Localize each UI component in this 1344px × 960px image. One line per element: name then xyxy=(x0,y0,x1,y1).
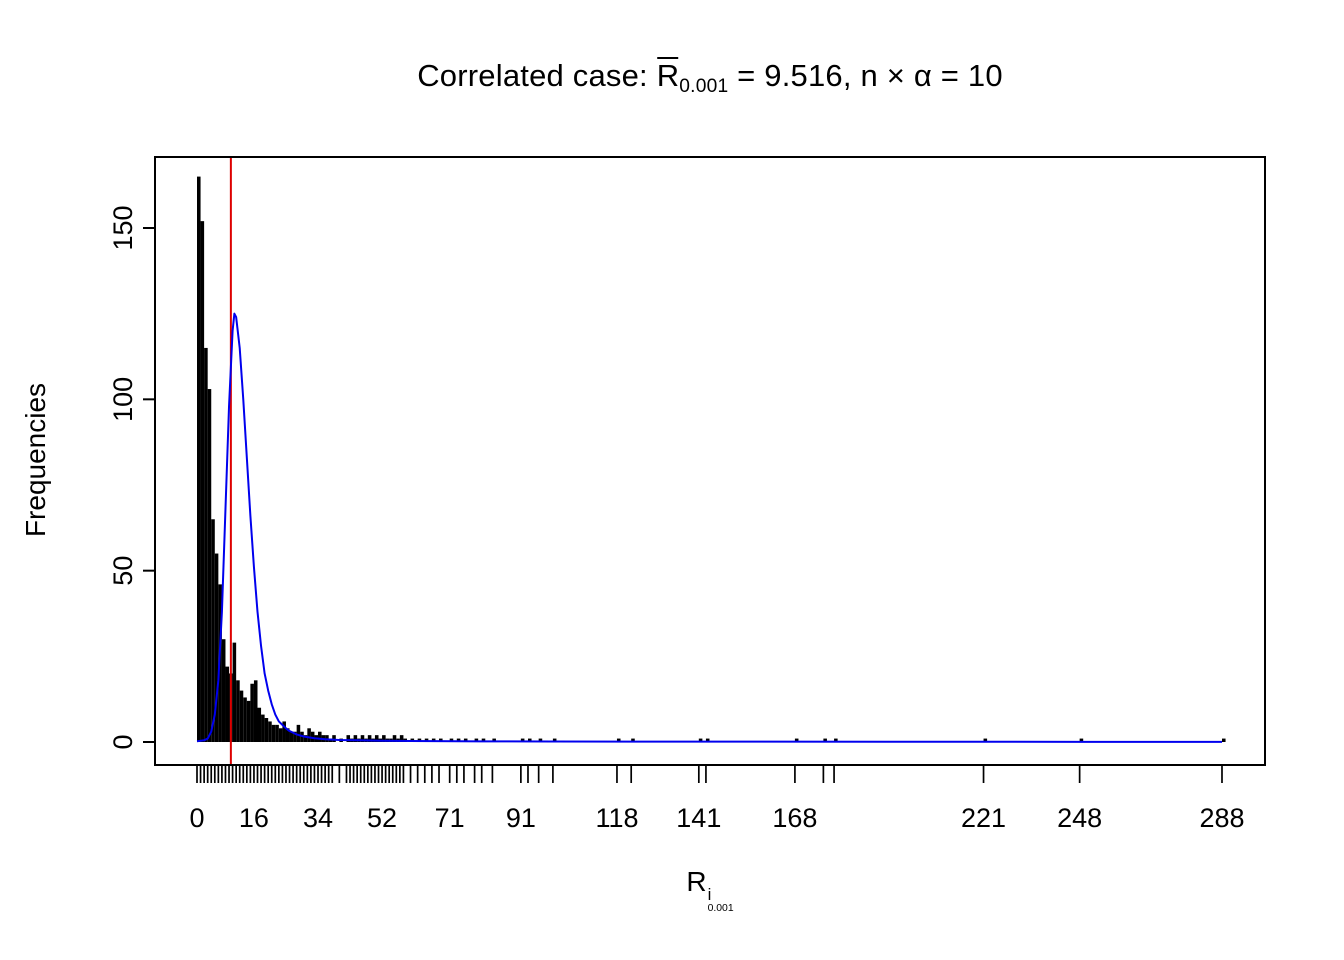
histogram-bar xyxy=(236,680,240,742)
x-tick-label: 34 xyxy=(303,803,333,833)
x-tick-label: 288 xyxy=(1199,803,1244,833)
density-curve xyxy=(196,312,1222,743)
histogram-outlier-bar xyxy=(552,738,557,742)
y-tick-label: 100 xyxy=(108,377,138,422)
x-tick-label: 16 xyxy=(239,803,269,833)
histogram-bar xyxy=(200,221,205,742)
x-tick-label: 221 xyxy=(961,803,1006,833)
histogram-outlier-bar xyxy=(616,738,621,742)
histogram-bar xyxy=(289,731,294,742)
histogram-bar xyxy=(253,680,258,742)
histogram-outlier-bar xyxy=(631,738,635,742)
histogram-bar xyxy=(303,735,308,742)
histogram-bar xyxy=(268,721,272,742)
histogram-bar xyxy=(353,735,358,742)
x-tick-label: 168 xyxy=(772,803,817,833)
x-label-base: R xyxy=(686,866,707,897)
histogram-bar xyxy=(204,347,208,742)
plot-box xyxy=(154,156,1266,766)
histogram-bar xyxy=(399,735,404,742)
histogram-outlier-bar xyxy=(538,738,543,742)
x-tick-label: 91 xyxy=(506,803,536,833)
histogram-bar xyxy=(332,735,336,742)
histogram-outlier-bar xyxy=(983,738,988,742)
histogram-outlier-bar xyxy=(1079,738,1084,742)
histogram-outlier-bar xyxy=(492,738,496,742)
histogram-bar xyxy=(243,697,247,742)
x-tick-label: 71 xyxy=(435,803,465,833)
histogram-outlier-bar xyxy=(481,738,486,742)
histogram-bar xyxy=(271,724,276,742)
x-tick-label: 118 xyxy=(595,803,638,833)
histogram-bar xyxy=(225,666,230,742)
title-prefix: Correlated case: xyxy=(417,58,657,93)
y-tick-label: 50 xyxy=(108,556,138,586)
histogram-bar xyxy=(392,735,397,742)
histogram-bar xyxy=(197,176,201,743)
histogram-bar xyxy=(250,683,254,742)
x-tick-label: 248 xyxy=(1057,803,1102,833)
histogram-bar xyxy=(211,519,215,742)
histogram-outlier-bar xyxy=(527,738,532,742)
histogram-bar xyxy=(382,735,386,742)
histogram-bar xyxy=(307,728,311,742)
histogram-bar xyxy=(264,718,269,742)
histogram-bar xyxy=(246,700,251,742)
histogram-bar xyxy=(275,724,279,742)
histogram-outlier-bar xyxy=(794,738,799,742)
histogram-bar xyxy=(239,690,244,742)
histogram-bar xyxy=(261,714,265,742)
y-tick-label: 0 xyxy=(108,734,138,749)
x-tick-label: 0 xyxy=(189,803,204,833)
histogram-bar xyxy=(257,707,262,742)
x-label-scripts: i 0.001 xyxy=(708,886,734,915)
histogram-bar xyxy=(285,728,290,742)
histogram-outlier-bar xyxy=(834,738,838,742)
histogram-outlier-bar xyxy=(823,738,827,742)
y-tick-label: 150 xyxy=(108,205,138,250)
histogram-bar xyxy=(207,389,212,742)
histogram-bar xyxy=(367,735,372,742)
title-rest: = 9.516, n × α = 10 xyxy=(728,58,1003,93)
histogram-bar xyxy=(293,731,297,742)
x-label-superscript: i xyxy=(707,885,712,905)
histogram-outlier-bar xyxy=(705,738,710,742)
histogram-outlier-bar xyxy=(698,738,703,742)
x-tick-label: 52 xyxy=(367,803,397,833)
title-rbar: R xyxy=(656,57,680,93)
histogram-outlier-bar xyxy=(474,738,479,742)
x-tick-label: 141 xyxy=(676,803,721,833)
histogram-bar xyxy=(346,735,351,742)
histogram-bar xyxy=(310,731,315,742)
histogram-outlier-bar xyxy=(1221,738,1226,742)
x-label-subscript: 0.001 xyxy=(707,902,734,914)
histogram-bar xyxy=(296,724,301,742)
histogram-bar xyxy=(221,639,226,742)
histogram-bar xyxy=(214,553,219,742)
histogram-bar xyxy=(318,731,322,742)
title-rbar-subscript: 0.001 xyxy=(679,75,729,97)
histogram-bar xyxy=(232,642,237,742)
histogram-bar xyxy=(282,721,286,742)
histogram-bar xyxy=(278,728,283,742)
chart-title: Correlated case: R0.001 = 9.516, n × α =… xyxy=(417,57,1003,98)
histogram-bar xyxy=(360,735,365,742)
histogram-bar xyxy=(374,735,379,742)
histogram-outlier-bar xyxy=(520,738,525,742)
